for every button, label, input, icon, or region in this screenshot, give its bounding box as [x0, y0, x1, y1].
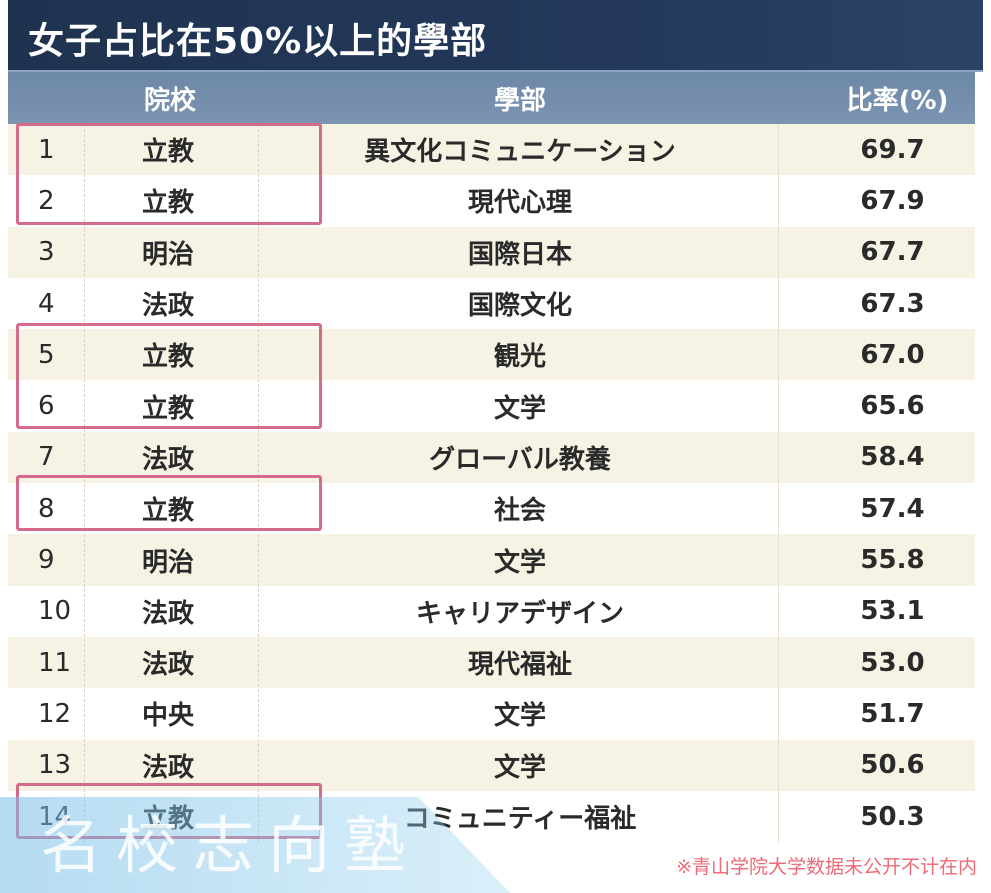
table-row: 8 立教 社会 57.4 — [8, 483, 975, 535]
rate-cell: 67.3 — [860, 288, 925, 319]
rate-cell: 58.4 — [860, 442, 925, 473]
department-cell: 国際文化 — [467, 291, 572, 322]
page-title: 女子占比在50%以上的學部 — [28, 21, 488, 62]
header-school: 院校 — [144, 85, 197, 116]
table-header: 院校 學部 比率(%) — [8, 72, 975, 124]
table-row: 2 立教 現代心理 67.9 — [8, 175, 975, 227]
department-cell: 国際日本 — [467, 239, 572, 270]
school-cell: 法政 — [142, 598, 195, 629]
rank-cell: 8 — [38, 493, 55, 524]
school-cell: 中央 — [142, 701, 195, 732]
table-row: 7 法政 グローバル教養 58.4 — [8, 431, 975, 484]
rate-cell: 67.9 — [860, 185, 925, 216]
rate-cell: 67.0 — [860, 339, 925, 370]
rank-cell: 12 — [38, 698, 72, 729]
table-body: 1 立教 異文化コミュニケーション 69.7 2 立教 現代心理 67.9 3 明治 国際日本 67.… — [8, 124, 975, 843]
rank-cell: 9 — [38, 545, 55, 576]
school-cell: 立教 — [142, 393, 195, 424]
school-cell: 立教 — [142, 188, 195, 219]
department-cell: 現代心理 — [467, 188, 572, 219]
department-cell: 現代福祉 — [467, 650, 572, 681]
table-row: 4 法政 国際文化 67.3 — [8, 277, 975, 330]
header-department: 學部 — [493, 85, 546, 116]
rate-cell: 65.6 — [860, 391, 925, 422]
school-cell: 法政 — [142, 752, 195, 783]
rate-cell: 67.7 — [860, 237, 925, 268]
rank-cell: 1 — [38, 134, 55, 165]
table-row: 5 立教 観光 67.0 — [8, 329, 975, 381]
watermark-logo: 名校志向塾 — [40, 809, 421, 882]
column-divider — [778, 124, 779, 843]
department-cell: 文学 — [493, 701, 546, 732]
rate-cell: 69.7 — [860, 134, 925, 165]
department-cell: 文学 — [493, 752, 546, 783]
school-cell: 立教 — [142, 137, 195, 168]
rate-cell: 51.7 — [860, 698, 925, 729]
department-cell: 文学 — [493, 393, 546, 424]
department-cell: キャリアデザイン — [415, 598, 624, 629]
department-cell: 観光 — [493, 342, 546, 373]
table-row: 6 立教 文学 65.6 — [8, 380, 975, 432]
rate-cell: 53.1 — [860, 596, 925, 627]
rank-cell: 10 — [38, 596, 72, 627]
table-row: 9 明治 文学 55.8 — [8, 534, 975, 586]
school-cell: 法政 — [142, 444, 195, 475]
rank-cell: 4 — [38, 288, 55, 319]
rate-cell: 57.4 — [860, 493, 925, 524]
department-cell: 社会 — [493, 496, 546, 527]
header-rate: 比率(%) — [846, 85, 949, 116]
table-row: 11 法政 現代福祉 53.0 — [8, 636, 975, 689]
school-cell: 法政 — [142, 291, 195, 322]
department-cell: 文学 — [493, 547, 546, 578]
rate-cell: 50.3 — [860, 801, 925, 832]
department-cell: グローバル教養 — [429, 444, 611, 475]
school-cell: 法政 — [142, 650, 195, 681]
rank-cell: 5 — [38, 339, 55, 370]
watermark-band: 名校志向塾 — [0, 797, 510, 893]
rank-cell: 3 — [38, 237, 55, 268]
table-row: 3 明治 国際日本 67.7 — [8, 226, 975, 278]
school-cell: 立教 — [142, 342, 195, 373]
department-cell: 異文化コミュニケーション — [364, 137, 676, 168]
school-cell: 明治 — [142, 547, 195, 578]
column-divider — [84, 124, 85, 843]
rank-cell: 2 — [38, 185, 55, 216]
rank-cell: 11 — [38, 647, 72, 678]
table-row: 13 法政 文学 50.6 — [8, 739, 975, 791]
rate-cell: 50.6 — [860, 750, 925, 781]
table-row: 10 法政 キャリアデザイン 53.1 — [8, 585, 975, 637]
ranking-table: 院校 學部 比率(%) 1 立教 異文化コミュニケーション 69.7 2 立教 現代心理 67… — [8, 72, 975, 843]
footnote: ※青山学院大学数据未公开不计在内 — [676, 856, 977, 878]
title-bar: 女子占比在50%以上的學部 — [8, 0, 983, 72]
rate-cell: 55.8 — [860, 545, 925, 576]
table-row: 1 立教 異文化コミュニケーション 69.7 — [8, 124, 975, 176]
school-cell: 明治 — [142, 239, 195, 270]
rank-cell: 13 — [38, 750, 72, 781]
table-row: 12 中央 文学 51.7 — [8, 688, 975, 740]
rank-cell: 7 — [38, 442, 55, 473]
rank-cell: 6 — [38, 391, 55, 422]
column-divider — [258, 124, 259, 843]
school-cell: 立教 — [142, 496, 195, 527]
rate-cell: 53.0 — [860, 647, 925, 678]
